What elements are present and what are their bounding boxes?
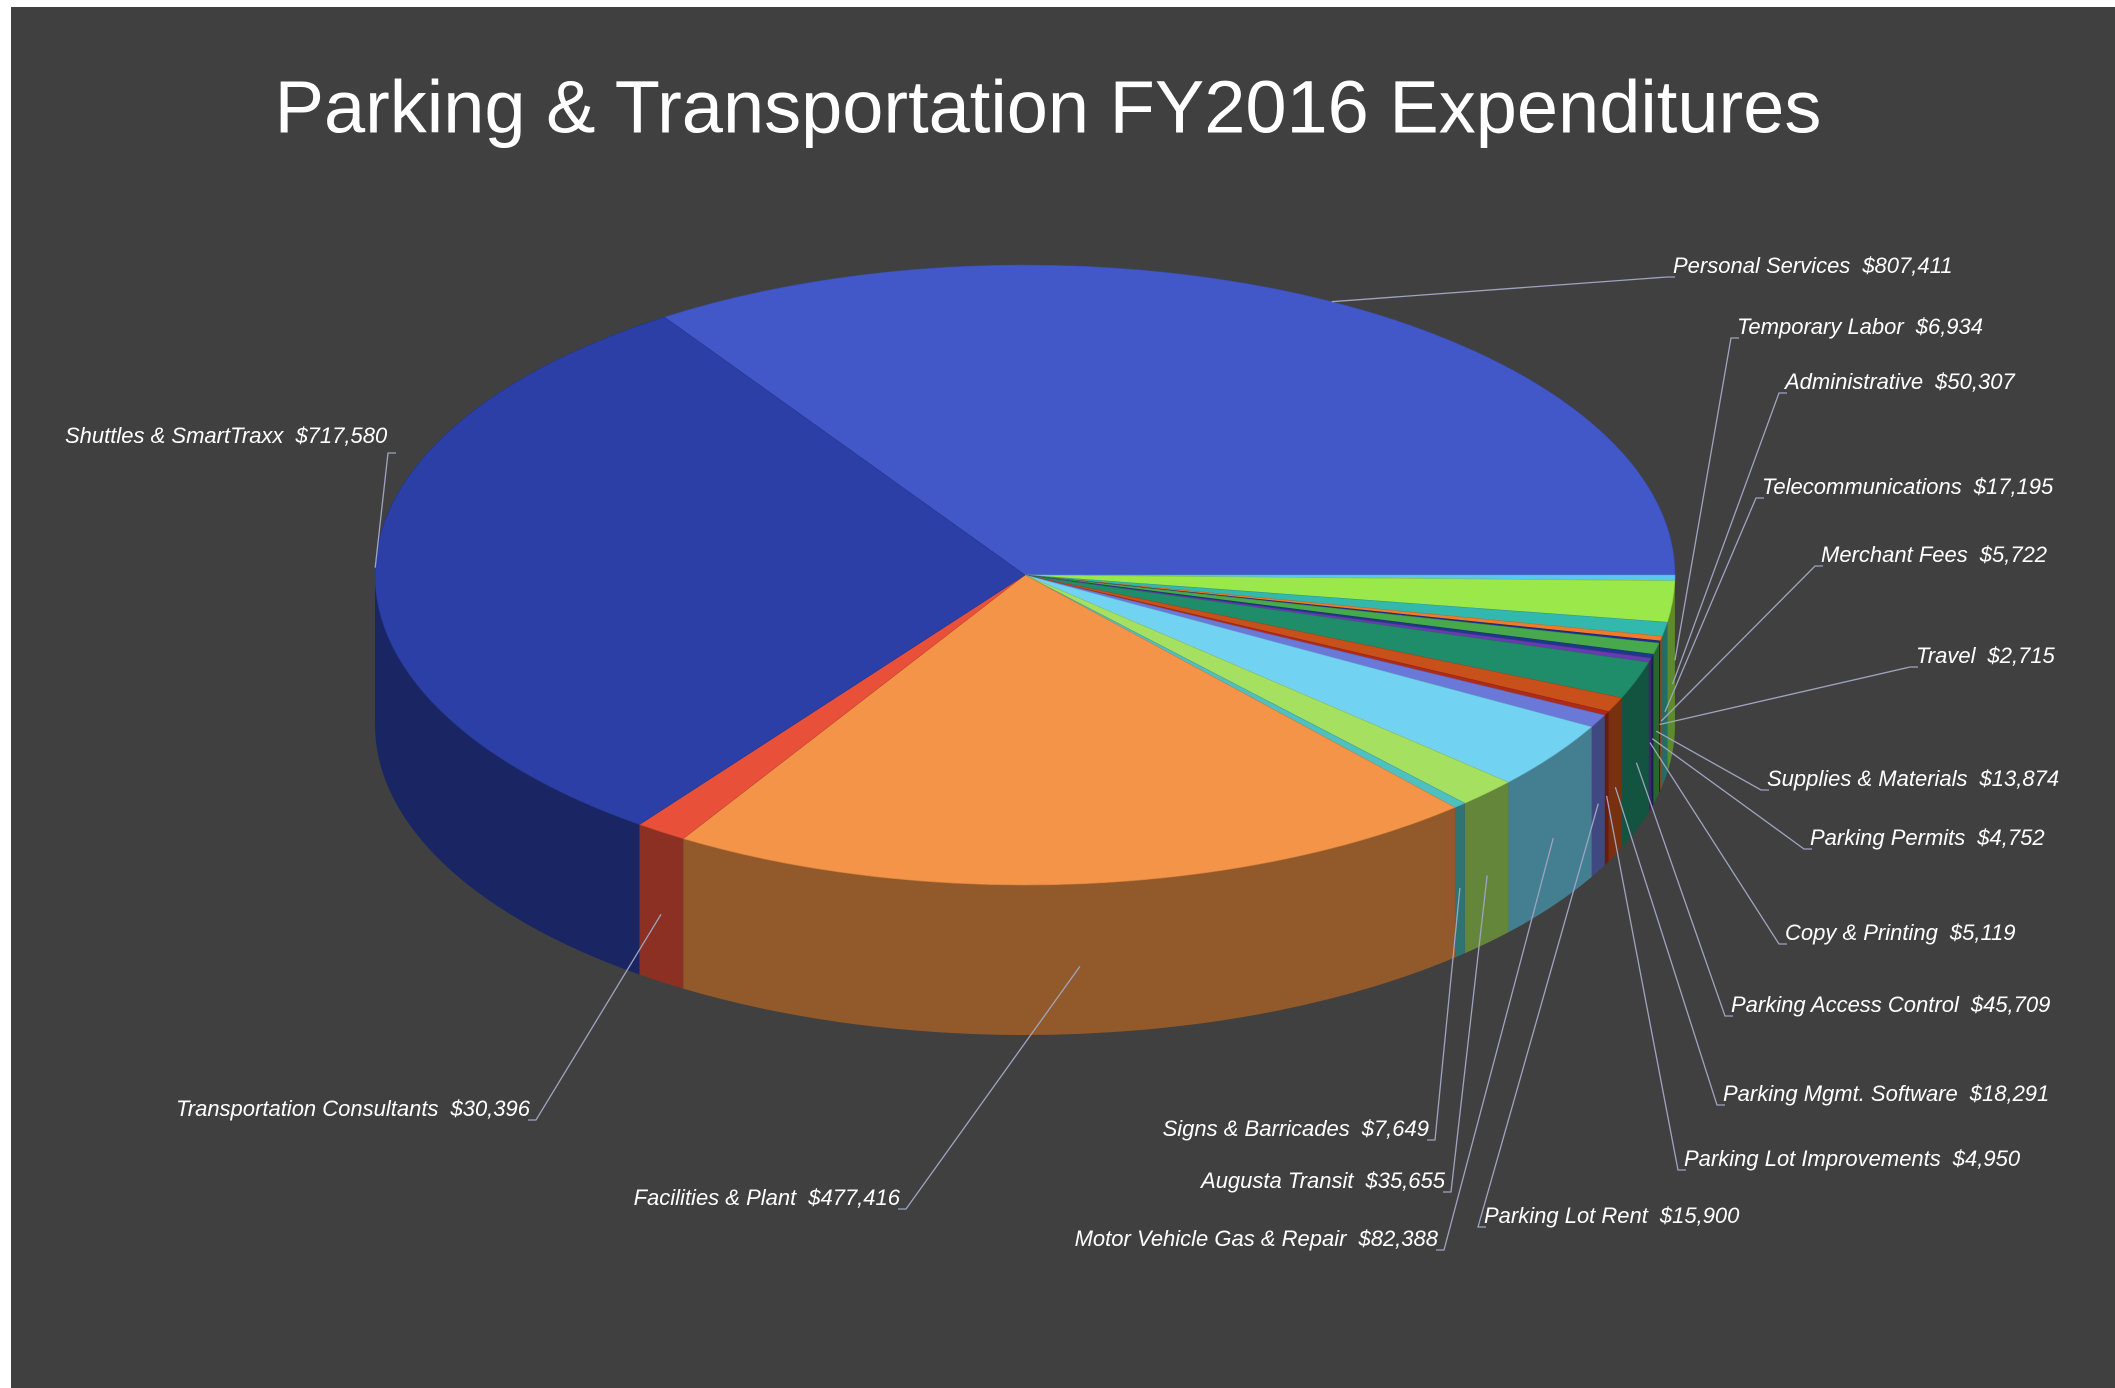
category-label: Travel [1916,643,1977,668]
leader-line [1659,666,1918,726]
data-label: Travel $2,715 [1916,643,2056,668]
value-label: $717,580 [294,423,388,448]
category-label: Telecommunications [1762,474,1962,499]
value-label: $82,388 [1357,1226,1438,1251]
slice-side [1651,654,1654,809]
data-label: Signs & Barricades $7,649 [1163,1116,1429,1141]
category-label: Augusta Transit [1199,1168,1354,1193]
slice-side [375,575,640,975]
category-label: Transportation Consultants [176,1096,439,1121]
data-label: Parking Mgmt. Software $18,291 [1723,1081,2049,1106]
value-label: $17,195 [1973,474,2054,499]
slice-side [639,824,684,989]
data-label: Administrative $50,307 [1783,369,2015,394]
data-label: Supplies & Materials $13,874 [1767,766,2059,791]
leader-line [1436,837,1554,1251]
slice-side [1454,803,1465,958]
slices [374,264,1676,886]
leader-line [374,452,396,568]
leader-line [528,914,662,1121]
leader-line [1649,742,1787,945]
category-label: Parking Mgmt. Software [1723,1081,1958,1106]
value-label: $6,934 [1915,314,1983,339]
slice-side [683,807,1455,1036]
data-label: Personal Services $807,411 [1673,253,1952,278]
value-label: $807,411 [1861,253,1952,278]
category-label: Administrative [1783,369,1923,394]
value-label: $35,655 [1364,1168,1445,1193]
slice-side [1604,711,1609,866]
category-label: Motor Vehicle Gas & Repair [1075,1226,1349,1251]
data-label: Transportation Consultants $30,396 [176,1096,531,1121]
leader-line [1656,730,1769,791]
leader-line [1664,497,1764,713]
category-label: Copy & Printing [1785,920,1939,945]
category-label: Parking Access Control [1731,992,1960,1017]
value-label: $4,752 [1976,825,2044,850]
slice-side [1464,782,1509,954]
data-label: Parking Lot Rent $15,900 [1484,1203,1740,1228]
value-label: $5,722 [1979,542,2047,567]
data-label: Parking Access Control $45,709 [1731,992,2050,1017]
slice-side [1660,636,1663,791]
leader-line [1614,787,1725,1106]
data-label: Motor Vehicle Gas & Repair $82,388 [1075,1226,1439,1251]
value-label: $50,307 [1934,369,2015,394]
data-label: Merchant Fees $5,722 [1821,542,2047,567]
leader-line [1635,762,1733,1017]
leader-line [1477,803,1599,1228]
data-label: Facilities & Plant $477,416 [634,1185,901,1210]
value-label: $30,396 [449,1096,530,1121]
category-label: Temporary Labor [1737,314,1905,339]
slice-side [1621,662,1649,848]
slice-side [1591,715,1605,877]
value-label: $4,950 [1952,1146,2021,1171]
slice-side [1508,726,1592,933]
slice [682,574,1456,886]
slice-side [1608,697,1622,862]
leader-line [1674,337,1739,661]
data-label: Parking Lot Improvements $4,950 [1684,1146,2021,1171]
data-label: Copy & Printing $5,119 [1785,920,2016,945]
leader-line [1443,875,1488,1193]
data-label: Telecommunications $17,195 [1762,474,2054,499]
leader-line [898,966,1081,1210]
value-label: $477,416 [807,1185,901,1210]
leader-line [1651,738,1812,850]
category-label: Shuttles & SmartTraxx [65,423,284,448]
slice-side [1662,622,1668,787]
value-label: $7,649 [1361,1116,1429,1141]
category-label: Parking Lot Improvements [1684,1146,1941,1171]
value-label: $13,874 [1979,766,2060,791]
leader-line [1671,392,1787,685]
value-label: $15,900 [1659,1203,1740,1228]
category-label: Signs & Barricades [1163,1116,1350,1141]
data-label: Temporary Labor $6,934 [1737,314,1983,339]
slice-side [1659,640,1661,794]
labels: Personal Services $807,411 Temporary Labor… [65,253,2059,1251]
value-label: $45,709 [1970,992,2051,1017]
category-label: Facilities & Plant [634,1185,798,1210]
slice-sides [375,575,1675,1036]
leader-line [1331,276,1675,303]
slice-side [1667,580,1675,773]
data-label: Augusta Transit $35,655 [1199,1168,1446,1193]
category-label: Supplies & Materials [1767,766,1968,791]
category-label: Personal Services [1673,253,1850,278]
leader-line [1605,795,1686,1171]
category-label: Parking Lot Rent [1484,1203,1649,1228]
slice-side [1648,658,1652,813]
category-label: Merchant Fees [1821,542,1968,567]
value-label: $5,119 [1949,920,2016,945]
leader-line [1427,887,1461,1141]
leader-line [1660,565,1823,722]
category-label: Parking Permits [1810,825,1965,850]
data-label: Parking Permits $4,752 [1810,825,2045,850]
value-label: $18,291 [1969,1081,2050,1106]
slice-side [1653,643,1660,805]
chart-title: Parking & Transportation FY2016 Expendit… [275,66,1822,149]
data-label: Shuttles & SmartTraxx $717,580 [65,423,388,448]
value-label: $2,715 [1987,643,2056,668]
